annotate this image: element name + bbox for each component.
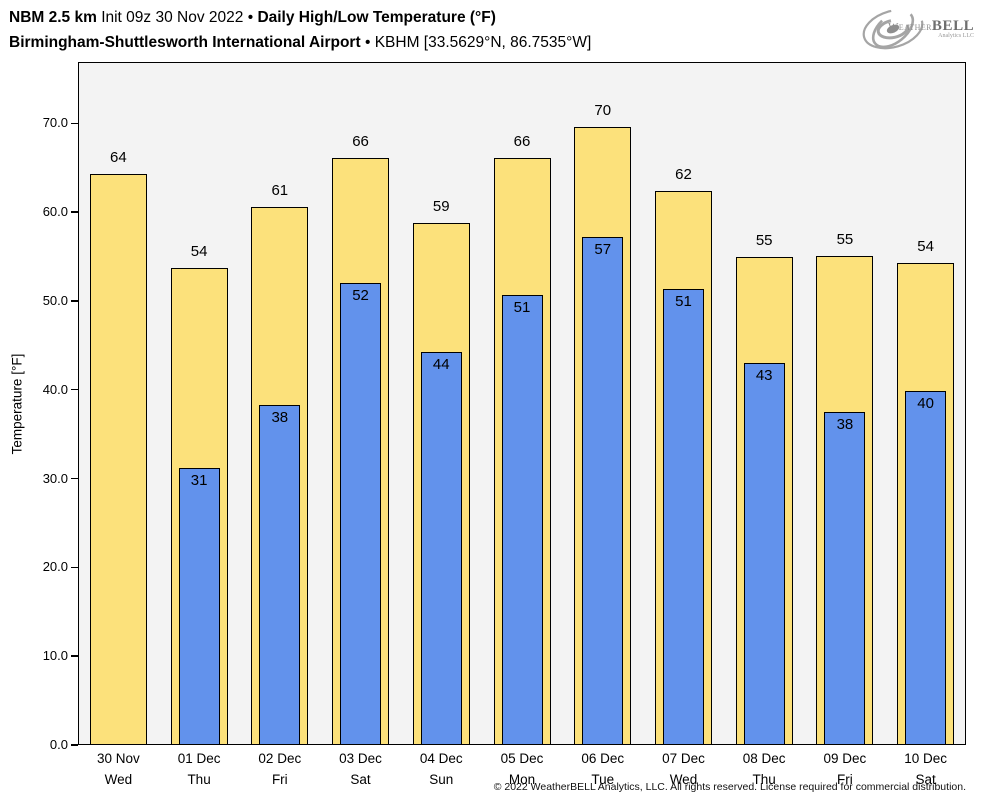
x-tick-date: 07 Dec xyxy=(662,751,705,766)
x-tick-date: 02 Dec xyxy=(258,751,302,766)
y-tick-mark xyxy=(71,122,78,125)
x-tick-label: 30 Nov Wed xyxy=(78,748,158,790)
y-tick-mark xyxy=(71,388,78,391)
y-tick-mark xyxy=(71,566,78,569)
y-axis-title: Temperature [°F] xyxy=(9,353,25,455)
chart-header: NBM 2.5 km Init 09z 30 Nov 2022 • Daily … xyxy=(9,5,591,55)
logo-weather-text: Weather xyxy=(888,21,932,33)
y-tick-label: 70.0 xyxy=(42,115,68,131)
y-tick-label: 10.0 xyxy=(42,648,68,664)
y-tick-label: 50.0 xyxy=(42,292,68,308)
logo-brand: WeatherBELL xyxy=(888,17,978,35)
x-tick-date: 06 Dec xyxy=(581,751,625,766)
logo-text: WeatherBELL Analytics LLC xyxy=(888,17,978,39)
title-line-1: NBM 2.5 km Init 09z 30 Nov 2022 • Daily … xyxy=(9,5,591,30)
x-tick-day: Wed xyxy=(104,772,133,787)
y-tick-mark xyxy=(71,300,78,302)
x-tick-date: 09 Dec xyxy=(823,751,867,766)
x-tick-label: 02 Dec Fri xyxy=(240,748,320,790)
subtitle-bullet: • xyxy=(364,34,371,51)
x-tick-day: Thu xyxy=(187,772,211,787)
title-station: Birmingham-Shuttlesworth International A… xyxy=(9,34,361,51)
title-product: Daily High/Low Temperature (°F) xyxy=(257,9,496,26)
title-bullet: • xyxy=(247,9,254,26)
x-tick-label: 01 Dec Thu xyxy=(159,748,239,790)
x-tick-label: 04 Dec Sun xyxy=(401,748,481,790)
weatherbell-logo: WeatherBELL Analytics LLC xyxy=(860,2,978,56)
title-init: Init 09z 30 Nov 2022 xyxy=(101,9,244,26)
y-tick-label: 20.0 xyxy=(42,559,68,575)
y-tick-mark xyxy=(71,655,78,657)
y-tick-label: 30.0 xyxy=(42,470,68,486)
logo-bell-text: BELL xyxy=(931,18,975,34)
x-tick-day: Sun xyxy=(429,772,454,787)
x-tick-date: 10 Dec xyxy=(904,751,948,766)
y-tick-mark xyxy=(71,211,78,213)
x-tick-date: 08 Dec xyxy=(742,751,786,766)
title-line-2: Birmingham-Shuttlesworth International A… xyxy=(9,30,591,55)
y-tick-mark xyxy=(71,477,78,480)
x-tick-label: 03 Dec Sat xyxy=(321,748,401,790)
y-tick-mark xyxy=(71,744,78,746)
x-tick-date: 04 Dec xyxy=(419,751,463,766)
copyright-text: © 2022 WeatherBELL Analytics, LLC. All r… xyxy=(493,781,966,793)
x-tick-date: 03 Dec xyxy=(339,751,382,766)
x-tick-date: 01 Dec xyxy=(177,751,221,766)
x-tick-day: Fri xyxy=(271,772,288,787)
y-tick-label: 0.0 xyxy=(49,737,68,752)
title-model: NBM 2.5 km xyxy=(9,9,97,26)
title-station-meta: KBHM [33.5629°N, 86.7535°W] xyxy=(374,34,592,51)
plot-area xyxy=(78,62,966,745)
hurricane-swirl-icon xyxy=(862,8,924,50)
x-tick-date: 05 Dec xyxy=(500,751,544,766)
x-tick-date: 30 Nov xyxy=(96,751,140,766)
x-tick-day: Sat xyxy=(350,772,371,787)
logo-analytics-text: Analytics LLC xyxy=(938,33,974,39)
y-tick-label: 60.0 xyxy=(42,204,68,220)
